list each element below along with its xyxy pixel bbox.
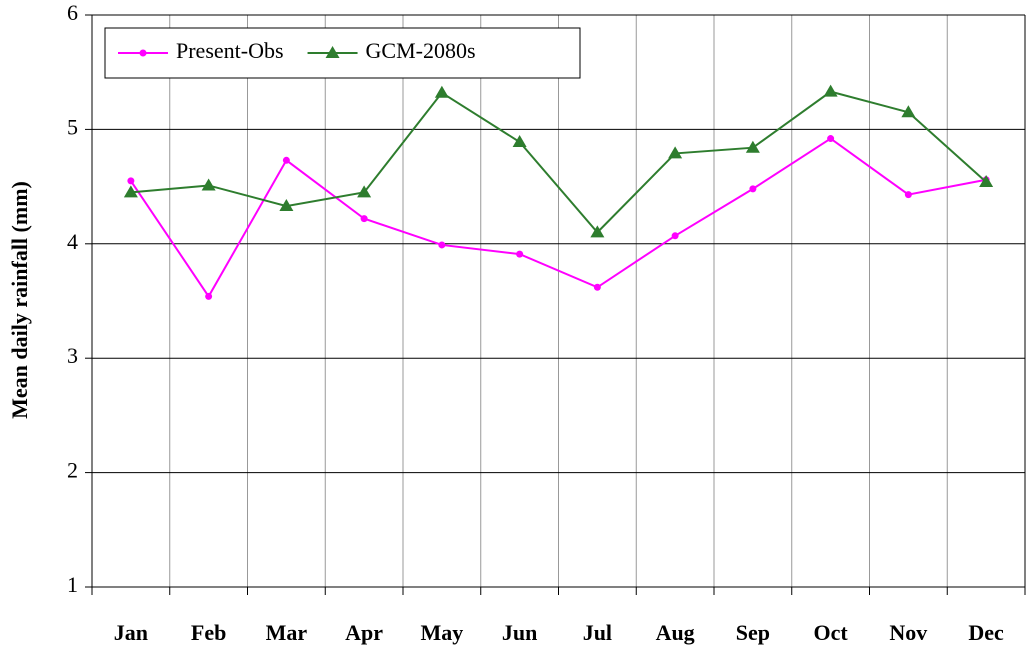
legend-marker	[139, 49, 147, 57]
point	[593, 283, 601, 291]
legend: Present-Obs GCM-2080s	[104, 27, 581, 79]
point	[205, 292, 213, 300]
point	[123, 185, 138, 198]
point	[360, 215, 368, 223]
y-tick-label: 4	[67, 229, 78, 254]
series-line	[130, 137, 987, 299]
y-tick-label: 1	[67, 572, 78, 597]
point	[438, 241, 446, 249]
point	[590, 225, 605, 238]
point	[979, 175, 994, 188]
x-tick-label: Sep	[736, 620, 770, 645]
x-tick-label: Dec	[968, 620, 1004, 645]
point	[357, 185, 372, 198]
series-line	[130, 90, 987, 234]
y-axis-label: Mean daily rainfall (mm)	[7, 181, 32, 419]
x-tick-label: Oct	[814, 620, 849, 645]
x-tick-label: Apr	[345, 620, 383, 645]
y-tick-label: 5	[67, 114, 78, 139]
x-tick-label: May	[420, 620, 463, 645]
x-tick-label: Nov	[889, 620, 927, 645]
point	[745, 140, 760, 153]
point	[279, 199, 294, 212]
point	[671, 232, 679, 240]
point	[282, 156, 290, 164]
point	[434, 85, 449, 98]
x-tick-label: Feb	[191, 620, 226, 645]
legend-label: Present-Obs	[176, 38, 284, 63]
x-tick-label: Mar	[266, 620, 308, 645]
point	[823, 84, 838, 97]
point	[668, 146, 683, 159]
x-tick-label: Jan	[114, 620, 148, 645]
point	[827, 135, 835, 143]
x-tick-label: Jul	[583, 620, 612, 645]
x-tick-label: Jun	[502, 620, 537, 645]
point	[904, 191, 912, 199]
point	[201, 178, 216, 191]
x-tick-label: Aug	[656, 620, 695, 645]
point	[749, 185, 757, 193]
point	[512, 134, 527, 147]
point	[127, 177, 135, 185]
legend-marker	[325, 46, 340, 58]
legend-label: GCM-2080s	[366, 38, 476, 63]
point	[901, 105, 916, 118]
y-tick-label: 6	[67, 0, 78, 25]
y-tick-label: 2	[67, 458, 78, 483]
y-tick-label: 3	[67, 343, 78, 368]
point	[516, 250, 524, 258]
